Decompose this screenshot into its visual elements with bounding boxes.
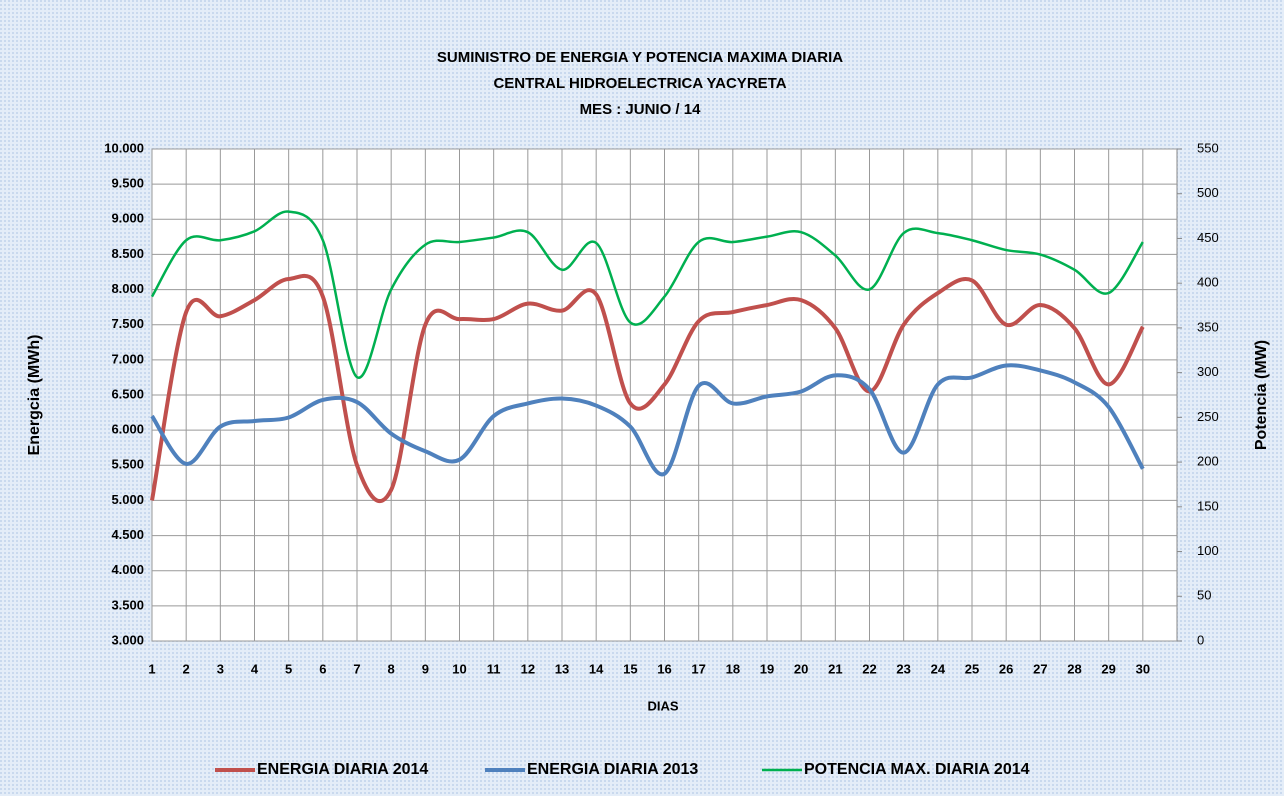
x-tick-label: 12 <box>521 661 535 676</box>
x-tick-label: 2 <box>183 661 190 676</box>
x-tick-label: 11 <box>487 661 501 676</box>
series-line <box>150 210 1144 379</box>
series-line <box>150 363 1145 477</box>
y-tick-label: 10.000 <box>104 140 144 155</box>
y2-tick-label: 500 <box>1197 185 1219 200</box>
y-tick-label: 7.000 <box>111 351 144 366</box>
y-tick-label: 5.000 <box>111 492 144 507</box>
x-axis-title: DIAS <box>647 698 678 713</box>
series-line <box>150 273 1145 503</box>
x-tick-label: 16 <box>657 661 671 676</box>
y-tick-label: 8.000 <box>111 281 144 296</box>
legend-label: ENERGIA DIARIA 2013 <box>527 761 698 778</box>
x-tick-label: 9 <box>422 661 429 676</box>
x-tick-label: 23 <box>896 661 910 676</box>
x-tick-label: 27 <box>1033 661 1047 676</box>
x-tick-label: 7 <box>353 661 360 676</box>
x-tick-label: 4 <box>251 661 259 676</box>
y-tick-label: 4.500 <box>111 527 144 542</box>
x-tick-label: 26 <box>999 661 1013 676</box>
x-tick-label: 6 <box>319 661 326 676</box>
chart-subtitle: MES : JUNIO / 14 <box>580 101 702 118</box>
y-tick-label: 7.500 <box>111 316 144 331</box>
legend-label: ENERGIA DIARIA 2014 <box>257 761 428 778</box>
x-tick-label: 29 <box>1101 661 1115 676</box>
x-tick-label: 18 <box>726 661 740 676</box>
x-tick-label: 30 <box>1136 661 1150 676</box>
x-tick-label: 28 <box>1067 661 1081 676</box>
y-tick-label: 4.000 <box>111 562 144 577</box>
y-tick-label: 6.500 <box>111 386 144 401</box>
y2-tick-label: 550 <box>1197 140 1219 155</box>
y2-axis-title: Potencia (MW) <box>1253 340 1270 450</box>
y2-tick-label: 300 <box>1197 364 1219 379</box>
x-tick-label: 14 <box>589 661 604 676</box>
x-tick-label: 3 <box>217 661 224 676</box>
y-tick-label: 9.500 <box>111 176 144 191</box>
y2-tick-label: 200 <box>1197 454 1219 469</box>
legend-label: POTENCIA MAX. DIARIA 2014 <box>804 761 1030 778</box>
x-tick-label: 22 <box>862 661 876 676</box>
x-tick-label: 10 <box>452 661 466 676</box>
x-tick-label: 19 <box>760 661 774 676</box>
y-tick-label: 3.500 <box>111 597 144 612</box>
x-tick-label: 5 <box>285 661 292 676</box>
x-tick-label: 1 <box>148 661 155 676</box>
x-tick-label: 13 <box>555 661 569 676</box>
y2-tick-label: 400 <box>1197 275 1219 290</box>
y2-tick-label: 50 <box>1197 588 1211 603</box>
x-tick-label: 25 <box>965 661 979 676</box>
y2-tick-label: 100 <box>1197 543 1219 558</box>
y-tick-label: 9.000 <box>111 211 144 226</box>
y-tick-label: 5.500 <box>111 457 144 472</box>
y-tick-label: 3.000 <box>111 632 144 647</box>
chart-subtitle: CENTRAL HIDROELECTRICA YACYRETA <box>493 75 786 92</box>
y2-tick-label: 150 <box>1197 498 1219 513</box>
chart-title: SUMINISTRO DE ENERGIA Y POTENCIA MAXIMA … <box>437 49 843 66</box>
y-tick-label: 6.000 <box>111 422 144 437</box>
x-tick-label: 8 <box>388 661 395 676</box>
y2-tick-label: 250 <box>1197 409 1219 424</box>
x-tick-label: 17 <box>691 661 705 676</box>
y-axis-title: Energcia (MWh) <box>26 335 43 456</box>
y2-tick-label: 450 <box>1197 230 1219 245</box>
y-tick-label: 8.500 <box>111 246 144 261</box>
y2-tick-label: 0 <box>1197 632 1204 647</box>
y2-tick-label: 350 <box>1197 319 1219 334</box>
x-tick-label: 21 <box>828 661 842 676</box>
x-tick-label: 24 <box>931 661 946 676</box>
x-tick-label: 20 <box>794 661 808 676</box>
x-tick-label: 15 <box>623 661 637 676</box>
